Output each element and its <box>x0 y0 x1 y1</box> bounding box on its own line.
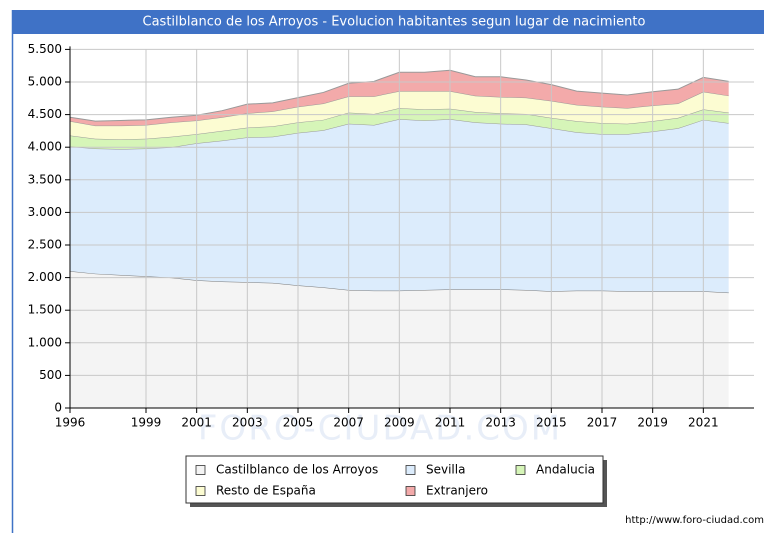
plot <box>69 48 754 409</box>
y-tick-label: 0 <box>54 401 62 415</box>
x-tick-label: 1996 <box>55 416 86 430</box>
x-tick-label: 2011 <box>435 416 466 430</box>
y-tick-label: 4.500 <box>28 107 62 121</box>
x-tick-label: 2007 <box>333 416 364 430</box>
y-tick-label: 1.500 <box>28 303 62 317</box>
legend-label: Extranjero <box>426 484 488 498</box>
x-tick-label: 2017 <box>587 416 618 430</box>
watermark: FORO-CIUDAD.COM <box>198 409 562 449</box>
y-tick-label: 4.000 <box>28 140 62 154</box>
y-tick-label: 3.500 <box>28 172 62 186</box>
y-tick-label: 5.500 <box>28 42 62 56</box>
x-tick-label: 1999 <box>131 416 162 430</box>
legend <box>185 455 604 504</box>
x-tick-label: 2001 <box>181 416 212 430</box>
x-tick-label: 2015 <box>536 416 567 430</box>
source: http://www.foro-ciudad.com <box>625 515 764 526</box>
legend-label: Andalucia <box>536 463 595 477</box>
x-tick-label: 2019 <box>637 416 668 430</box>
y-tick-label: 500 <box>39 368 62 382</box>
legend-label: Resto de España <box>216 484 316 498</box>
legend-swatch <box>515 465 526 475</box>
x-tick-label: 2021 <box>688 416 719 430</box>
chart-title: Castilblanco de los Arroyos - Evolucion … <box>143 15 646 30</box>
x-tick-label: 2005 <box>283 416 314 430</box>
legend-label: Sevilla <box>426 463 465 477</box>
x-tick-label: 2003 <box>232 416 263 430</box>
legend-swatch <box>195 486 206 496</box>
y-tick-label: 3.000 <box>28 205 62 219</box>
y-tick-label: 2.500 <box>28 238 62 252</box>
area <box>70 70 729 126</box>
y-tick-label: 1.000 <box>28 335 62 349</box>
x-tick-label: 2013 <box>485 416 516 430</box>
x-tick-label: 2009 <box>384 416 415 430</box>
y-tick-label: 5.000 <box>28 75 62 89</box>
y-tick-label: 2.000 <box>28 270 62 284</box>
legend-label: Castilblanco de los Arroyos <box>216 463 378 477</box>
area <box>70 108 729 150</box>
legend-swatch <box>405 465 416 475</box>
title-bar <box>12 10 764 34</box>
legend-items: Castilblanco de los Arroyos Sevilla Andalu… <box>195 463 595 498</box>
legend-swatch <box>405 486 416 496</box>
legend-swatch <box>195 465 206 475</box>
